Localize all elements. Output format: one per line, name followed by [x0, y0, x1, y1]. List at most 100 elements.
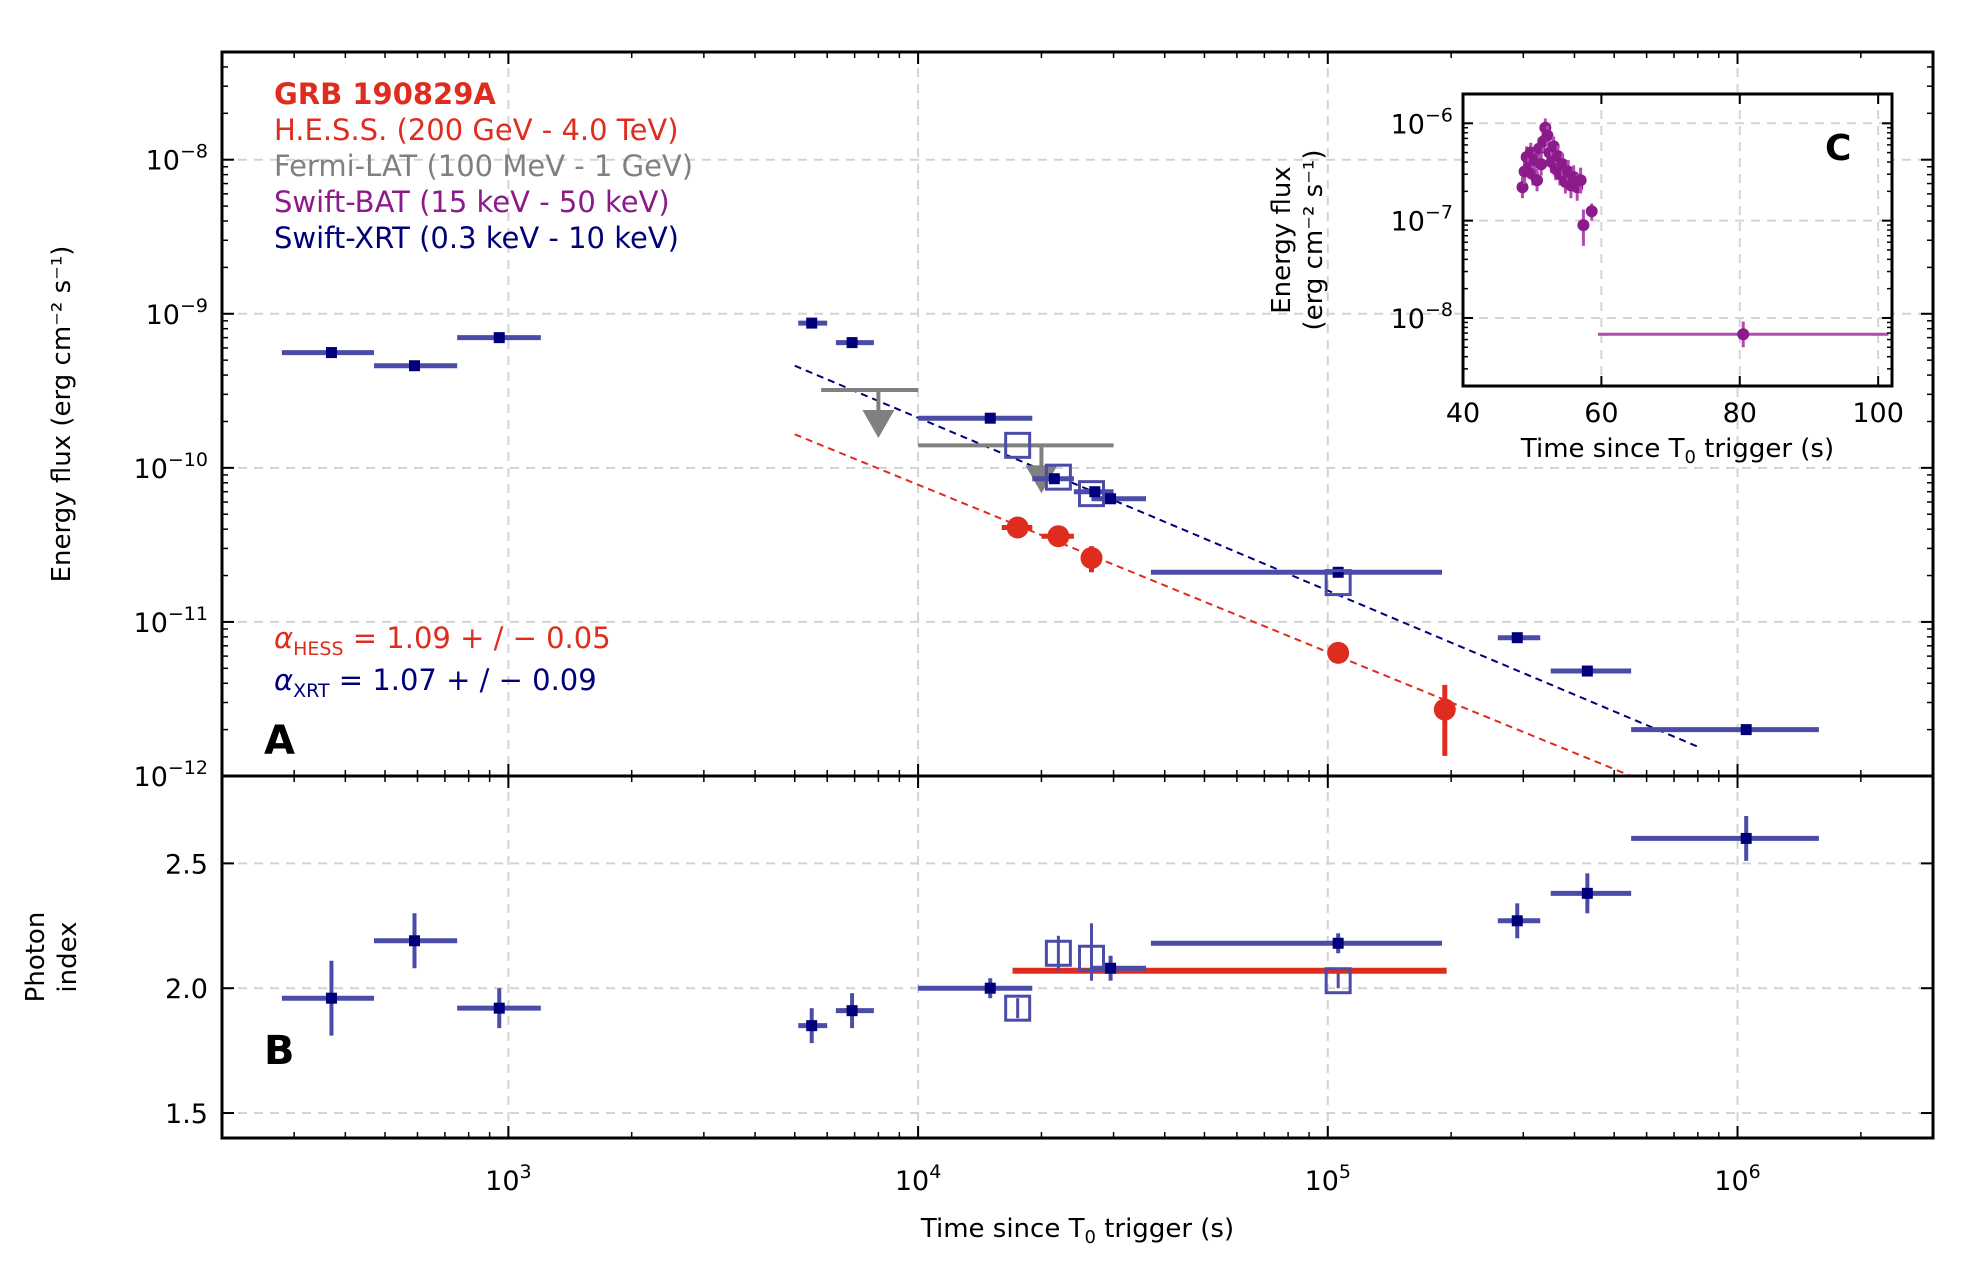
bat-point — [1535, 158, 1548, 171]
c-xlabel-sub: 0 — [1684, 447, 1695, 468]
xrt-flux-point — [984, 412, 996, 424]
xrt-index-point — [1332, 937, 1344, 949]
c-ytick-label: 10−8 — [1391, 299, 1453, 335]
xrt-flux-point — [1089, 486, 1101, 498]
xrt-flux-point — [493, 332, 505, 344]
xrt-flux-point — [1048, 473, 1060, 485]
xlabel-pre: Time since T — [920, 1214, 1085, 1244]
panel-b-ylabel-line2: index — [53, 921, 83, 992]
a-ytick-label-exp: −10 — [168, 449, 208, 471]
xrt-open-index-square — [1324, 967, 1352, 995]
xrt-index-point — [1740, 832, 1752, 844]
c-xtick-label: 40 — [1446, 398, 1480, 429]
b-xtick-label-exp: 3 — [520, 1161, 532, 1183]
a-ytick-label: 10−11 — [134, 603, 208, 639]
alpha-hess-annotation: αHESS = 1.09 + / − 0.05 — [274, 621, 611, 660]
b-xtick-label-exp: 4 — [929, 1161, 941, 1183]
hess-point — [1327, 641, 1350, 664]
hess-point — [1047, 525, 1070, 548]
panel-b-ylabel-line1: Photon — [21, 912, 51, 1003]
xrt-index-point — [846, 1005, 858, 1017]
xrt-open-square — [1324, 569, 1352, 597]
xrt-index-point — [408, 935, 420, 947]
a-ytick-label-base: 10 — [134, 762, 168, 793]
b-xtick-label-base: 10 — [1305, 1166, 1339, 1197]
panel-c-ylabel-line1: Energy flux — [1267, 166, 1297, 314]
hess-point — [1080, 546, 1103, 569]
b-xtick-label-base: 10 — [485, 1166, 519, 1197]
panel-a-ylabel: Energy flux (erg cm⁻² s⁻¹) — [47, 246, 77, 583]
c-ytick-label-exp: −7 — [1425, 202, 1453, 224]
a-ytick-label-exp: −9 — [180, 295, 208, 317]
xrt-open-square — [1078, 480, 1105, 508]
xrt-index-point — [325, 992, 337, 1004]
b-xtick-label: 103 — [485, 1161, 531, 1197]
fermi-ul-arrow — [862, 410, 895, 439]
c-xlabel-pre: Time since T — [1520, 434, 1685, 464]
a-ytick-label-exp: −12 — [168, 757, 208, 779]
a-ytick-label-base: 10 — [134, 608, 168, 639]
a-ytick-label: 10−10 — [134, 449, 208, 485]
bat-point — [1516, 181, 1529, 194]
c-ytick-label-exp: −8 — [1425, 299, 1453, 321]
alpha-xrt-symbol: α — [274, 663, 293, 697]
xrt-index-point — [1511, 915, 1523, 927]
a-ytick-label-base: 10 — [146, 146, 180, 177]
c-ytick-label-base: 10 — [1391, 207, 1425, 238]
b-xtick-label: 105 — [1305, 1161, 1351, 1197]
b-xtick-label-exp: 6 — [1749, 1161, 1761, 1183]
a-ytick-label: 10−9 — [146, 295, 208, 331]
c-ytick-label-base: 10 — [1391, 304, 1425, 335]
xrt-index-point — [493, 1002, 505, 1014]
legend-title: GRB 190829A — [274, 77, 496, 111]
xrt-flux-point — [1332, 566, 1344, 578]
xlabel-sub: 0 — [1084, 1227, 1095, 1248]
bat-point — [1577, 219, 1590, 232]
xrt-open-square — [1004, 431, 1032, 459]
xrt-index-point — [1105, 962, 1117, 974]
legend-entry-bat: Swift-BAT (15 keV - 50 keV) — [274, 185, 670, 219]
b-ytick-label: 1.5 — [165, 1099, 208, 1130]
c-xtick-label: 60 — [1584, 398, 1618, 429]
b-xtick-label: 106 — [1714, 1161, 1760, 1197]
a-ytick-label: 10−12 — [134, 757, 208, 793]
xrt-open-index-square — [1044, 939, 1072, 967]
panel-b-label: B — [264, 1028, 295, 1074]
c-ytick-label: 10−6 — [1391, 104, 1453, 140]
b-ytick-label: 2.0 — [165, 974, 208, 1005]
legend-entry-xrt: Swift-XRT (0.3 keV - 10 keV) — [274, 221, 679, 255]
panel-b-xlabel: Time since T0 trigger (s) — [920, 1214, 1234, 1248]
a-ytick-label-exp: −11 — [168, 603, 208, 625]
xrt-fit-line — [794, 364, 1699, 748]
xrt-open-square — [1044, 463, 1072, 491]
b-xtick-label-base: 10 — [895, 1166, 929, 1197]
panel-c-label: C — [1825, 128, 1851, 169]
xrt-flux-point — [1740, 724, 1752, 736]
c-xtick-label: 100 — [1852, 398, 1904, 429]
panel-c-ylabel-line2: (erg cm⁻² s⁻¹) — [1299, 149, 1329, 330]
a-ytick-label-base: 10 — [134, 454, 168, 485]
bat-point — [1541, 129, 1554, 142]
panel-b-frame — [220, 774, 1935, 1140]
xrt-flux-point — [1511, 632, 1523, 644]
b-xtick-label: 104 — [895, 1161, 941, 1197]
alpha-hess-value: = 1.09 + / − 0.05 — [344, 621, 611, 655]
panel-c-frame — [1461, 92, 1894, 388]
a-ytick-label-exp: −8 — [180, 141, 208, 163]
panel-c-xlabel: Time since T0 trigger (s) — [1520, 434, 1834, 468]
hess-point — [1433, 698, 1456, 721]
b-ytick-label: 2.5 — [165, 849, 208, 880]
a-ytick-label: 10−8 — [146, 141, 208, 177]
xrt-index-point — [1581, 887, 1593, 899]
bat-point — [1737, 328, 1750, 341]
panel-a-label: A — [264, 718, 295, 764]
xrt-flux-point — [325, 347, 337, 359]
alpha-xrt-subscript: XRT — [293, 680, 330, 702]
alpha-xrt-value: = 1.07 + / − 0.09 — [330, 663, 597, 697]
c-ytick-label-base: 10 — [1391, 109, 1425, 140]
b-xtick-label-base: 10 — [1714, 1166, 1748, 1197]
